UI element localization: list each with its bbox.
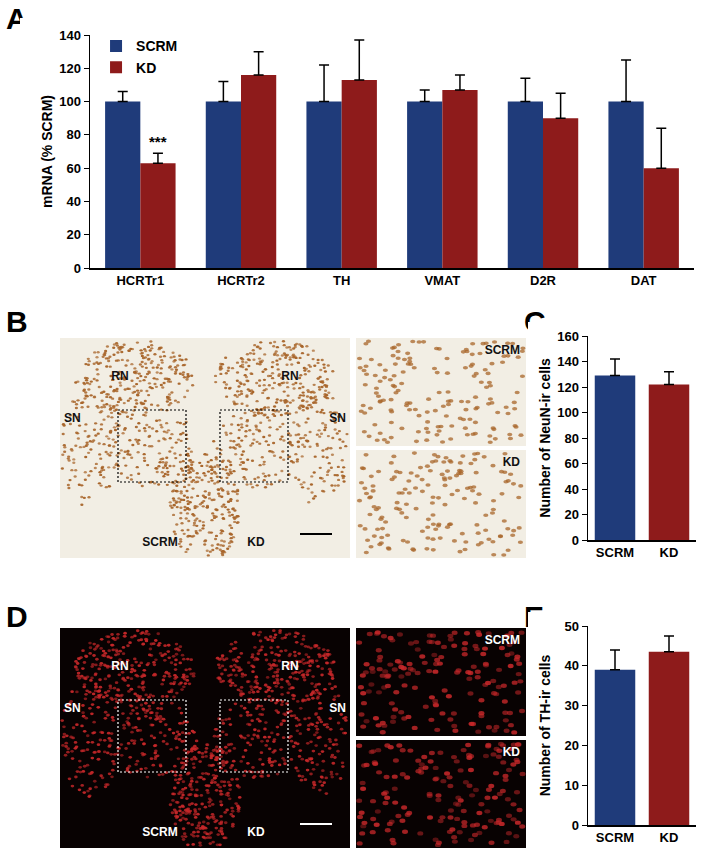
svg-text:SN: SN xyxy=(64,701,81,715)
svg-text:RN: RN xyxy=(281,369,298,383)
svg-text:KD: KD xyxy=(503,455,521,469)
svg-text:DAT: DAT xyxy=(631,273,657,288)
svg-text:40: 40 xyxy=(66,194,80,209)
svg-text:10: 10 xyxy=(564,778,578,793)
svg-text:SN: SN xyxy=(329,411,346,425)
svg-text:140: 140 xyxy=(59,28,81,43)
svg-text:80: 80 xyxy=(66,127,80,142)
svg-text:KD: KD xyxy=(503,745,521,759)
svg-text:SN: SN xyxy=(329,701,346,715)
svg-text:RN: RN xyxy=(281,659,298,673)
svg-text:KD: KD xyxy=(247,535,265,549)
svg-text:30: 30 xyxy=(564,698,578,713)
svg-text:SN: SN xyxy=(64,411,81,425)
svg-text:0: 0 xyxy=(572,818,579,833)
svg-text:mRNA (% SCRM): mRNA (% SCRM) xyxy=(39,95,55,208)
svg-text:SCRM: SCRM xyxy=(485,343,520,357)
svg-text:160: 160 xyxy=(557,329,579,344)
svg-text:40: 40 xyxy=(564,482,578,497)
svg-text:KD: KD xyxy=(136,60,156,76)
svg-text:50: 50 xyxy=(564,619,578,634)
svg-text:80: 80 xyxy=(564,431,578,446)
svg-text:140: 140 xyxy=(557,354,579,369)
svg-text:60: 60 xyxy=(564,456,578,471)
svg-text:0: 0 xyxy=(74,261,81,276)
svg-text:100: 100 xyxy=(59,94,81,109)
html-text:A: A xyxy=(6,2,28,35)
svg-text:VMAT: VMAT xyxy=(424,273,460,288)
svg-text:KD: KD xyxy=(660,830,679,845)
svg-text:120: 120 xyxy=(557,380,579,395)
svg-text:SCRM: SCRM xyxy=(485,633,520,647)
svg-text:60: 60 xyxy=(66,161,80,176)
svg-text:SCRM: SCRM xyxy=(142,535,177,549)
svg-text:RN: RN xyxy=(111,369,128,383)
svg-text:120: 120 xyxy=(59,61,81,76)
svg-text:HCRTr1: HCRTr1 xyxy=(116,273,164,288)
svg-text:HCRTr2: HCRTr2 xyxy=(217,273,265,288)
svg-text:20: 20 xyxy=(564,507,578,522)
svg-text:D2R: D2R xyxy=(530,273,557,288)
svg-text:100: 100 xyxy=(557,405,579,420)
svg-text:20: 20 xyxy=(66,227,80,242)
svg-text:SCRM: SCRM xyxy=(142,825,177,839)
html-text:D: D xyxy=(6,600,28,633)
svg-text:40: 40 xyxy=(564,658,578,673)
html-text:E: E xyxy=(524,600,544,633)
svg-text:KD: KD xyxy=(247,825,265,839)
svg-text:TH: TH xyxy=(333,273,350,288)
svg-text:KD: KD xyxy=(660,545,679,560)
svg-text:Number of NeuN-ir cells: Number of NeuN-ir cells xyxy=(537,358,553,518)
svg-text:20: 20 xyxy=(564,738,578,753)
html-text:B: B xyxy=(6,305,28,338)
svg-text:Number of TH-ir cells: Number of TH-ir cells xyxy=(537,655,553,797)
svg-text:RN: RN xyxy=(111,659,128,673)
svg-text:SCRM: SCRM xyxy=(596,545,634,560)
svg-text:***: *** xyxy=(149,133,167,150)
html-text:C: C xyxy=(524,305,546,338)
svg-text:SCRM: SCRM xyxy=(136,38,177,54)
svg-text:SCRM: SCRM xyxy=(596,830,634,845)
svg-text:0: 0 xyxy=(572,533,579,548)
